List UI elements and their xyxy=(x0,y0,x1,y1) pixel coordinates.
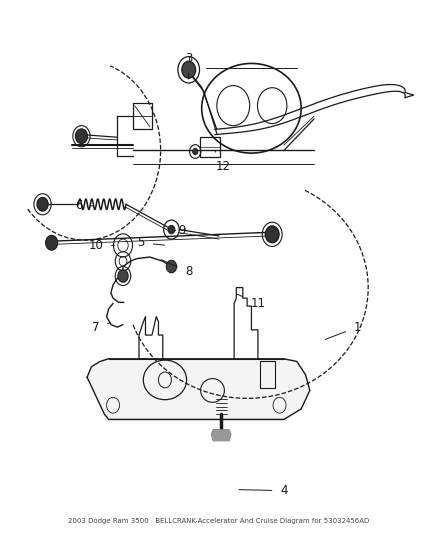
Circle shape xyxy=(265,226,279,243)
Circle shape xyxy=(166,260,177,273)
Circle shape xyxy=(168,225,175,234)
Text: 7: 7 xyxy=(92,321,110,334)
Polygon shape xyxy=(212,430,231,441)
Polygon shape xyxy=(87,359,310,419)
Text: 10: 10 xyxy=(88,239,115,252)
Circle shape xyxy=(118,270,128,282)
Circle shape xyxy=(193,148,198,155)
Bar xyxy=(200,137,220,157)
Circle shape xyxy=(46,236,58,250)
Text: 1: 1 xyxy=(325,321,361,340)
Text: 5: 5 xyxy=(138,236,164,249)
Circle shape xyxy=(182,61,196,78)
Text: 3: 3 xyxy=(185,52,192,79)
Text: 8: 8 xyxy=(161,260,192,278)
Text: 12: 12 xyxy=(215,150,231,173)
Text: 4: 4 xyxy=(239,484,288,497)
Text: 9: 9 xyxy=(174,224,186,237)
Text: 11: 11 xyxy=(237,294,265,310)
Text: 6: 6 xyxy=(75,199,93,212)
Circle shape xyxy=(75,129,88,143)
Text: 2003 Dodge Ram 3500   BELLCRANK-Accelerator And Cruise Diagram for 53032456AD: 2003 Dodge Ram 3500 BELLCRANK-Accelerato… xyxy=(68,518,370,524)
Circle shape xyxy=(37,197,48,211)
